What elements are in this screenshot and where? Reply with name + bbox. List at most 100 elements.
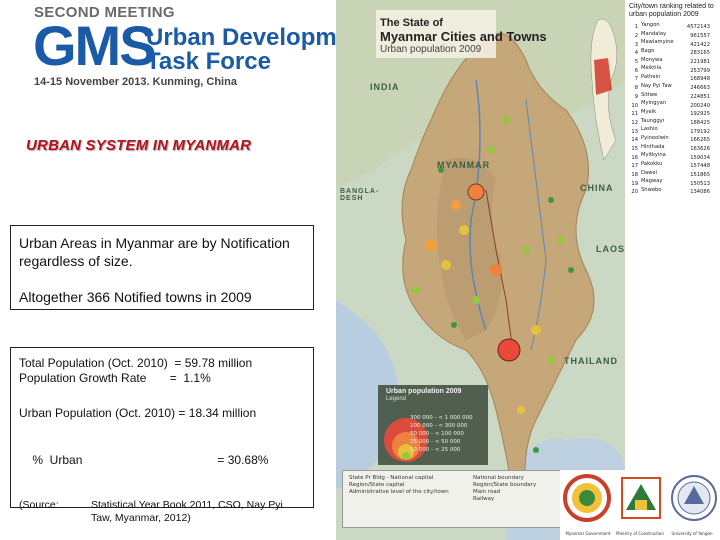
ranking-town: Nay Pyi Taw [641,82,672,89]
ranking-population: 134086 [690,189,710,196]
ranking-rank: 11 [631,111,638,118]
legend-national-boundary: National boundary [473,475,524,481]
urban-population: Urban Population (Oct. 2010) = 18.34 mil… [19,406,257,420]
ranking-population: 168948 [690,76,710,83]
ranking-row: 4 Bago 283165 [628,48,710,57]
ranking-rank: 6 [634,67,638,74]
ranking-table: 1 Yangon 4572143 2 Mandalay 961557 3 Mawlamyine… [628,22,710,196]
logo-caption-3: University of Yangon [671,531,713,536]
ranking-population: 246663 [690,85,710,92]
legend-size-class: 100 000 - < 300 000 [410,423,468,429]
ranking-town: Sittwe [641,91,658,98]
meeting-label: SECOND MEETING [34,4,175,21]
country-label-india: INDIA [370,82,400,92]
legend-capital: State Pr Bldg - National capital [349,475,434,481]
ranking-rank: 20 [631,189,638,196]
ranking-rank: 10 [631,102,638,109]
task-force-title: Urban Development Task Force [146,26,373,74]
ranking-rank: 16 [631,154,638,161]
ranking-population: 961557 [690,33,710,40]
ranking-rank: 8 [634,85,638,92]
ranking-row: 13 Lashio 179192 [628,126,710,135]
ranking-row: 11 Myeik 192925 [628,109,710,118]
legend-subtitle: Legend [386,396,407,402]
ranking-population: 283165 [690,50,710,57]
logo-caption-2: Ministry of Construction [616,531,664,536]
ranking-population: 179192 [690,128,710,135]
logo-caption-1: Myanmar Government [565,531,611,536]
ranking-town: Myeik [641,108,657,115]
ranking-row: 3 Mawlamyine 421422 [628,39,710,48]
ranking-population: 421422 [690,41,710,48]
myanmar-map [336,0,720,540]
ranking-rank: 17 [631,163,638,170]
ranking-town: Lashio [641,126,658,133]
ranking-town: Yangon [641,22,660,28]
growth-rate: Population Growth Rate = 1.1% [19,371,211,385]
ranking-row: 19 Magway 150513 [628,178,710,187]
ranking-row: 15 Hinthada 163626 [628,144,710,153]
ranking-town: Monywa [641,56,663,63]
ranking-town: Myitkyina [641,152,666,159]
ranking-row: 1 Yangon 4572143 [628,22,710,31]
ranking-rank: 18 [631,172,638,179]
ranking-row: 10 Myingyan 200240 [628,100,710,109]
ranking-row: 16 Myitkyina 159034 [628,152,710,161]
ranking-town: Shwebo [641,187,662,194]
ranking-population: 253799 [690,67,710,74]
task-force-line2: Task Force [146,48,271,75]
ranking-rank: 7 [634,76,638,83]
meeting-dates: 14-15 November 2013. Kunming, China [34,76,237,88]
ranking-row: 9 Sittwe 224851 [628,92,710,101]
ranking-population: 200240 [690,102,710,109]
map-title: The State of Myanmar Cities and Towns [380,17,547,43]
ranking-rank: 14 [631,137,638,144]
ranking-town: Mandalay [641,30,667,37]
logos-graphic [563,474,717,522]
ranking-rank: 13 [631,128,638,135]
legend-main-road: Main road [473,489,501,495]
ranking-rank: 5 [634,59,638,66]
towns-count-text: Altogether 366 Notified towns in 2009 [19,289,252,305]
ranking-rank: 15 [631,145,638,152]
ranking-town: Bago [641,48,655,55]
legend-size-class: 50 000 - < 100 000 [410,431,464,437]
legend-size-class: 300 000 - < 1 000 000 [410,415,473,421]
ranking-rank: 19 [631,180,638,187]
task-force-line1: Urban Development [146,24,373,51]
ranking-rank: 9 [634,93,638,100]
country-label-laos: LAOS [596,244,626,254]
ranking-town: Pakokku [641,161,663,167]
ranking-table-title: City/town ranking related to urban popul… [629,3,714,18]
ranking-population: 157448 [690,163,710,170]
ranking-row: 7 Pathein 168948 [628,74,710,83]
ranking-row: 5 Monywa 221981 [628,57,710,66]
ranking-town: Dawei [641,169,658,176]
legend-rows: 300 000 - < 1 000 000 100 000 - < 300 000… [410,415,473,453]
ranking-population: 224851 [690,93,710,100]
source-label: (Source: [19,499,59,511]
total-population: Total Population (Oct. 2010) = 59.78 mil… [19,356,253,370]
legend-admin-level: Administrative level of the city/town [349,489,449,495]
legend-title: Urban population 2009 [386,388,462,395]
ranking-row: 18 Dawei 151865 [628,170,710,179]
map-title-line1: The State of [380,17,443,29]
legend-size-class: 10 000 - < 25 000 [410,447,461,453]
ranking-population: 159034 [690,154,710,161]
ranking-town: Meiktila [641,65,662,72]
ranking-town: Pathein [641,74,661,81]
ranking-row: 17 Pakokku 157448 [628,161,710,170]
section-title: URBAN SYSTEM IN MYANMAR [26,137,252,154]
ranking-row: 20 Shwebo 134086 [628,187,710,196]
ranking-town: Taunggyi [641,117,665,124]
notification-box: Urban Areas in Myanmar are by Notificati… [10,225,314,310]
ranking-town: Myingyan [641,100,667,107]
legend-size-class: 25 000 - < 50 000 [410,439,461,445]
legend-region-capital: Region/State capital [349,482,405,488]
country-label-thailand: THAILAND [564,356,618,366]
ranking-row: 12 Taunggyi 188425 [628,118,710,127]
ranking-town: Mawlamyine [641,39,674,46]
ranking-population: 192925 [690,111,710,118]
ranking-rank: 4 [634,50,638,57]
legend-region-boundary: Region/State boundary [473,482,537,488]
